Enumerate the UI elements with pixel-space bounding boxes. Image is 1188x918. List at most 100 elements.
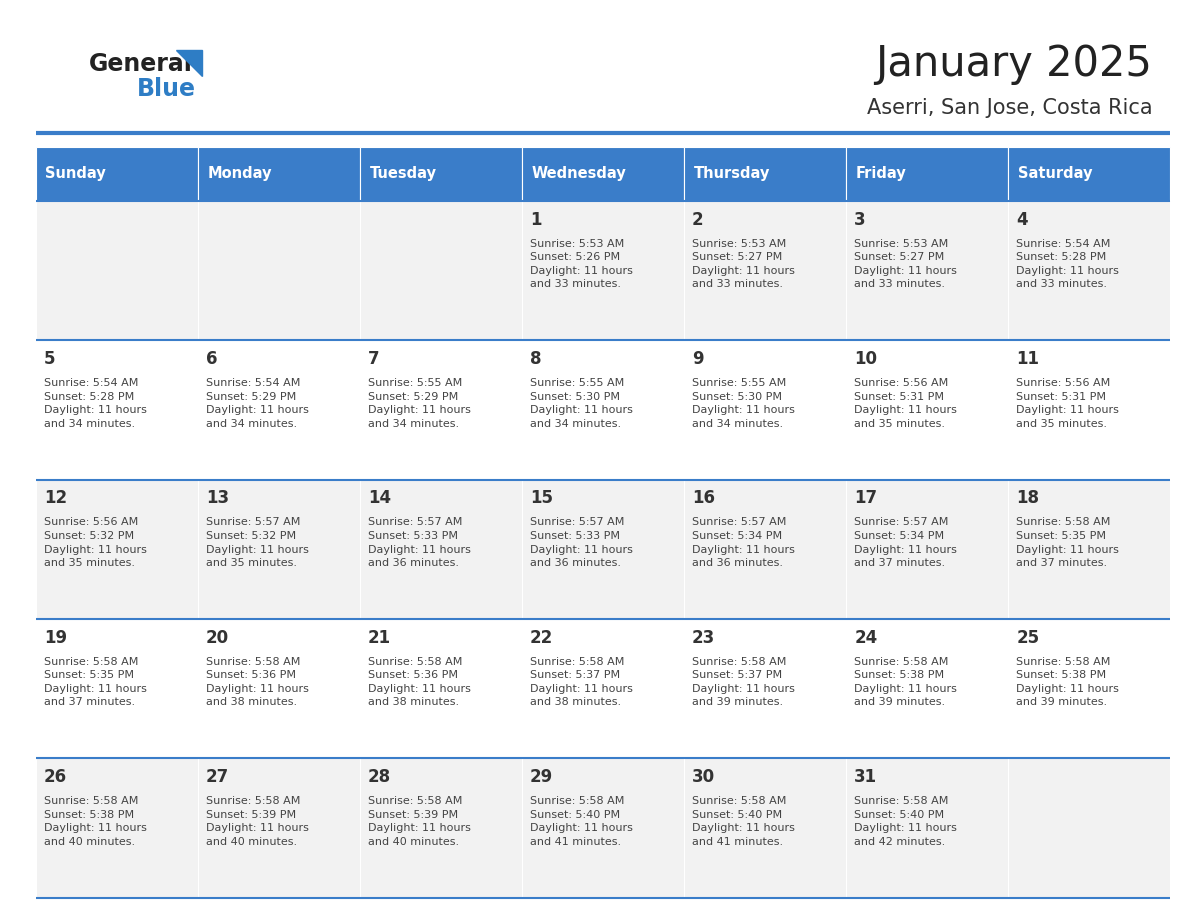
Bar <box>684 341 846 480</box>
Text: Sunday: Sunday <box>45 166 106 182</box>
Text: 23: 23 <box>693 629 715 647</box>
Text: Sunrise: 5:57 AM
Sunset: 5:34 PM
Daylight: 11 hours
and 36 minutes.: Sunrise: 5:57 AM Sunset: 5:34 PM Dayligh… <box>693 518 795 568</box>
Text: January 2025: January 2025 <box>876 43 1152 85</box>
Bar <box>846 619 1009 758</box>
Text: Sunrise: 5:58 AM
Sunset: 5:39 PM
Daylight: 11 hours
and 40 minutes.: Sunrise: 5:58 AM Sunset: 5:39 PM Dayligh… <box>368 796 470 847</box>
Text: 2: 2 <box>693 211 703 229</box>
Bar <box>1009 341 1170 480</box>
Text: Sunrise: 5:56 AM
Sunset: 5:31 PM
Daylight: 11 hours
and 35 minutes.: Sunrise: 5:56 AM Sunset: 5:31 PM Dayligh… <box>1016 378 1119 429</box>
Bar <box>360 201 522 341</box>
Text: Sunrise: 5:58 AM
Sunset: 5:37 PM
Daylight: 11 hours
and 38 minutes.: Sunrise: 5:58 AM Sunset: 5:37 PM Dayligh… <box>530 656 633 708</box>
Bar <box>1009 201 1170 341</box>
Text: 10: 10 <box>854 350 877 368</box>
Bar <box>36 619 197 758</box>
Bar <box>197 619 360 758</box>
Bar <box>1009 619 1170 758</box>
Text: Sunrise: 5:58 AM
Sunset: 5:39 PM
Daylight: 11 hours
and 40 minutes.: Sunrise: 5:58 AM Sunset: 5:39 PM Dayligh… <box>206 796 309 847</box>
Bar <box>1009 480 1170 619</box>
Polygon shape <box>176 50 202 76</box>
Text: 9: 9 <box>693 350 703 368</box>
Text: 22: 22 <box>530 629 554 647</box>
Text: Blue: Blue <box>137 77 196 101</box>
Text: Tuesday: Tuesday <box>369 166 436 182</box>
Text: Friday: Friday <box>855 166 906 182</box>
Text: 13: 13 <box>206 489 229 508</box>
Text: Sunrise: 5:58 AM
Sunset: 5:37 PM
Daylight: 11 hours
and 39 minutes.: Sunrise: 5:58 AM Sunset: 5:37 PM Dayligh… <box>693 656 795 708</box>
Bar <box>36 147 197 201</box>
Bar <box>197 147 360 201</box>
Text: 26: 26 <box>44 768 67 786</box>
Text: 30: 30 <box>693 768 715 786</box>
Text: Monday: Monday <box>208 166 272 182</box>
Bar <box>846 480 1009 619</box>
Text: Sunrise: 5:58 AM
Sunset: 5:40 PM
Daylight: 11 hours
and 41 minutes.: Sunrise: 5:58 AM Sunset: 5:40 PM Dayligh… <box>693 796 795 847</box>
Bar <box>522 341 684 480</box>
Bar <box>36 480 197 619</box>
Bar <box>684 619 846 758</box>
Text: Sunrise: 5:58 AM
Sunset: 5:38 PM
Daylight: 11 hours
and 39 minutes.: Sunrise: 5:58 AM Sunset: 5:38 PM Dayligh… <box>854 656 958 708</box>
Bar <box>522 758 684 898</box>
Text: 27: 27 <box>206 768 229 786</box>
Text: Sunrise: 5:53 AM
Sunset: 5:27 PM
Daylight: 11 hours
and 33 minutes.: Sunrise: 5:53 AM Sunset: 5:27 PM Dayligh… <box>693 239 795 289</box>
Text: Sunrise: 5:55 AM
Sunset: 5:30 PM
Daylight: 11 hours
and 34 minutes.: Sunrise: 5:55 AM Sunset: 5:30 PM Dayligh… <box>693 378 795 429</box>
Bar <box>522 147 684 201</box>
Text: 20: 20 <box>206 629 229 647</box>
Text: Sunrise: 5:57 AM
Sunset: 5:34 PM
Daylight: 11 hours
and 37 minutes.: Sunrise: 5:57 AM Sunset: 5:34 PM Dayligh… <box>854 518 958 568</box>
Bar <box>360 147 522 201</box>
Text: 17: 17 <box>854 489 877 508</box>
Bar <box>846 758 1009 898</box>
Text: Sunrise: 5:54 AM
Sunset: 5:28 PM
Daylight: 11 hours
and 33 minutes.: Sunrise: 5:54 AM Sunset: 5:28 PM Dayligh… <box>1016 239 1119 289</box>
Text: 18: 18 <box>1016 489 1040 508</box>
Bar <box>36 341 197 480</box>
Bar <box>846 201 1009 341</box>
Text: Sunrise: 5:55 AM
Sunset: 5:29 PM
Daylight: 11 hours
and 34 minutes.: Sunrise: 5:55 AM Sunset: 5:29 PM Dayligh… <box>368 378 470 429</box>
Bar <box>360 758 522 898</box>
Text: Thursday: Thursday <box>694 166 770 182</box>
Text: 24: 24 <box>854 629 878 647</box>
Text: Sunrise: 5:54 AM
Sunset: 5:28 PM
Daylight: 11 hours
and 34 minutes.: Sunrise: 5:54 AM Sunset: 5:28 PM Dayligh… <box>44 378 146 429</box>
Text: Sunrise: 5:57 AM
Sunset: 5:33 PM
Daylight: 11 hours
and 36 minutes.: Sunrise: 5:57 AM Sunset: 5:33 PM Dayligh… <box>368 518 470 568</box>
Bar <box>360 619 522 758</box>
Text: Sunrise: 5:58 AM
Sunset: 5:36 PM
Daylight: 11 hours
and 38 minutes.: Sunrise: 5:58 AM Sunset: 5:36 PM Dayligh… <box>206 656 309 708</box>
Text: Aserri, San Jose, Costa Rica: Aserri, San Jose, Costa Rica <box>867 98 1152 118</box>
Text: Sunrise: 5:57 AM
Sunset: 5:33 PM
Daylight: 11 hours
and 36 minutes.: Sunrise: 5:57 AM Sunset: 5:33 PM Dayligh… <box>530 518 633 568</box>
Bar <box>1009 758 1170 898</box>
Bar <box>197 201 360 341</box>
Bar <box>197 480 360 619</box>
Bar <box>684 201 846 341</box>
Text: Saturday: Saturday <box>1018 166 1092 182</box>
Text: 28: 28 <box>368 768 391 786</box>
Bar <box>197 758 360 898</box>
Text: 16: 16 <box>693 489 715 508</box>
Text: 4: 4 <box>1016 211 1028 229</box>
Text: Sunrise: 5:53 AM
Sunset: 5:26 PM
Daylight: 11 hours
and 33 minutes.: Sunrise: 5:53 AM Sunset: 5:26 PM Dayligh… <box>530 239 633 289</box>
Bar <box>522 480 684 619</box>
Text: General: General <box>89 52 192 76</box>
Bar <box>684 147 846 201</box>
Text: 14: 14 <box>368 489 391 508</box>
Bar <box>36 758 197 898</box>
Bar <box>846 147 1009 201</box>
Text: Sunrise: 5:54 AM
Sunset: 5:29 PM
Daylight: 11 hours
and 34 minutes.: Sunrise: 5:54 AM Sunset: 5:29 PM Dayligh… <box>206 378 309 429</box>
Text: 11: 11 <box>1016 350 1040 368</box>
Text: 31: 31 <box>854 768 877 786</box>
Text: 7: 7 <box>368 350 379 368</box>
Text: Sunrise: 5:56 AM
Sunset: 5:32 PM
Daylight: 11 hours
and 35 minutes.: Sunrise: 5:56 AM Sunset: 5:32 PM Dayligh… <box>44 518 146 568</box>
Text: Sunrise: 5:56 AM
Sunset: 5:31 PM
Daylight: 11 hours
and 35 minutes.: Sunrise: 5:56 AM Sunset: 5:31 PM Dayligh… <box>854 378 958 429</box>
Text: Sunrise: 5:58 AM
Sunset: 5:38 PM
Daylight: 11 hours
and 40 minutes.: Sunrise: 5:58 AM Sunset: 5:38 PM Dayligh… <box>44 796 146 847</box>
Text: Sunrise: 5:58 AM
Sunset: 5:38 PM
Daylight: 11 hours
and 39 minutes.: Sunrise: 5:58 AM Sunset: 5:38 PM Dayligh… <box>1016 656 1119 708</box>
Text: 12: 12 <box>44 489 67 508</box>
Bar <box>360 341 522 480</box>
Bar <box>846 341 1009 480</box>
Text: Sunrise: 5:58 AM
Sunset: 5:35 PM
Daylight: 11 hours
and 37 minutes.: Sunrise: 5:58 AM Sunset: 5:35 PM Dayligh… <box>44 656 146 708</box>
Text: Sunrise: 5:55 AM
Sunset: 5:30 PM
Daylight: 11 hours
and 34 minutes.: Sunrise: 5:55 AM Sunset: 5:30 PM Dayligh… <box>530 378 633 429</box>
Text: 19: 19 <box>44 629 67 647</box>
Text: Sunrise: 5:58 AM
Sunset: 5:40 PM
Daylight: 11 hours
and 41 minutes.: Sunrise: 5:58 AM Sunset: 5:40 PM Dayligh… <box>530 796 633 847</box>
Text: 29: 29 <box>530 768 554 786</box>
Bar <box>197 341 360 480</box>
Text: Sunrise: 5:58 AM
Sunset: 5:36 PM
Daylight: 11 hours
and 38 minutes.: Sunrise: 5:58 AM Sunset: 5:36 PM Dayligh… <box>368 656 470 708</box>
Text: 1: 1 <box>530 211 542 229</box>
Text: 3: 3 <box>854 211 866 229</box>
Bar <box>684 758 846 898</box>
Bar <box>360 480 522 619</box>
